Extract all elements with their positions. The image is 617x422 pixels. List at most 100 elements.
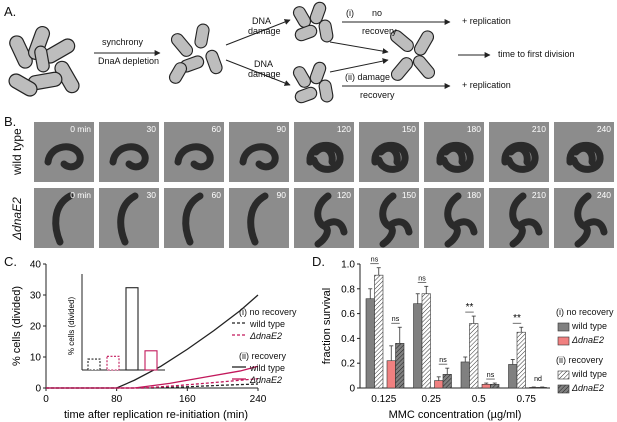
timelapse-frame-wt: 0 min — [34, 122, 94, 182]
cell-image-icon — [436, 141, 474, 173]
timelapse-frame-wt: 90 — [229, 122, 289, 182]
timelapse-frame-wt: 30 — [99, 122, 159, 182]
significance-label: ns — [392, 316, 400, 323]
y-tick-label: 0.4 — [341, 334, 355, 345]
cell-image-icon — [44, 143, 84, 171]
timelapse-frame-dnae2: 210 — [489, 188, 549, 248]
timelapse-frame-dnae2: 60 — [164, 188, 224, 248]
frame-time-label: 90 — [276, 124, 286, 134]
c-legend-wt-2: wild type — [250, 363, 286, 373]
panel-c-letter: C. — [4, 254, 17, 269]
panel-b-letter: B. — [4, 114, 17, 129]
y-tick-label: 0 — [349, 384, 355, 395]
cell-image-icon — [239, 143, 279, 171]
damage-recovery-label-1: (ii) damage — [345, 72, 391, 82]
timelapse-frame-dnae2: 30 — [99, 188, 159, 248]
timelapse-frame-dnae2: 0 min — [34, 188, 94, 248]
frame-time-label: 180 — [466, 190, 481, 200]
frame-time-label: 0 min — [70, 190, 91, 200]
bar — [365, 298, 375, 389]
frame-time-label: 120 — [336, 124, 351, 134]
time-to-first-division-label: time to first division — [498, 49, 575, 59]
cell-image-icon — [52, 192, 74, 246]
cell-image-icon — [182, 192, 204, 246]
timelapse-frame-dnae2: 180 — [424, 188, 484, 248]
x-axis-label: MMC concentration (µg/ml) — [389, 409, 522, 421]
y-axis-label: fraction survival — [321, 288, 333, 364]
damaged-cells-top-icon — [292, 1, 334, 43]
bar — [395, 343, 405, 389]
x-tick-label: 0.5 — [472, 394, 486, 405]
cell-image-icon — [509, 192, 543, 248]
x-tick-label: 80 — [111, 394, 123, 405]
replication-bottom-label: + replication — [462, 80, 511, 90]
frame-time-label: 150 — [401, 190, 416, 200]
inset-y-label: % cells (divided) — [67, 297, 76, 356]
legend-swatch-dnae2-hatched — [557, 384, 570, 394]
dna-damage-bottom-label-1: DNA — [254, 59, 274, 69]
frame-time-label: 180 — [466, 124, 481, 134]
cell-image-icon — [109, 143, 149, 171]
row-label-dnae2: ΔdnaE2 — [10, 197, 24, 240]
y-tick-label: 0 — [35, 384, 41, 395]
cell-image-icon — [566, 141, 604, 173]
cell-image-icon — [306, 141, 344, 173]
x-tick-label: 240 — [250, 394, 267, 405]
inset-bar — [144, 350, 158, 371]
cell-cluster-icon — [8, 26, 80, 97]
frame-time-label: 210 — [531, 190, 546, 200]
y-tick-label: 40 — [30, 260, 42, 271]
cell-image-icon — [371, 141, 409, 173]
replication-top-label: + replication — [462, 16, 511, 26]
frame-time-label: 120 — [336, 190, 351, 200]
bar — [508, 364, 518, 389]
cell-image-icon — [444, 192, 478, 248]
d-legend-wt-1: wild type — [572, 321, 608, 331]
y-axis-label: % cells (divided) — [11, 286, 23, 366]
c-legend-recovery: (ii) recovery — [239, 351, 287, 361]
inset-bar — [106, 355, 120, 371]
cell-image-icon — [574, 192, 608, 248]
significance-label: ** — [466, 302, 474, 313]
y-tick-label: 0.2 — [341, 359, 355, 370]
inset-bar — [87, 358, 101, 371]
bar — [442, 374, 452, 389]
frame-time-label: 30 — [146, 190, 156, 200]
significance-label: ns — [439, 357, 447, 364]
frame-time-label: 240 — [596, 190, 611, 200]
bar — [516, 331, 526, 389]
timelapse-frame-dnae2: 120 — [294, 188, 354, 248]
cell-image-icon — [174, 143, 214, 171]
damaged-cells-bottom-icon — [292, 61, 334, 104]
y-tick-label: 0.8 — [341, 284, 355, 295]
dnaa-depletion-label: DnaA depletion — [98, 56, 160, 66]
bar — [413, 303, 423, 389]
timelapse-frame-dnae2: 90 — [229, 188, 289, 248]
no-recovery-label-1: no — [372, 8, 383, 18]
frame-time-label: 240 — [596, 124, 611, 134]
bar — [460, 361, 470, 389]
significance-label: ns — [371, 257, 379, 264]
d-legend-dnae2-2: ΔdnaE2 — [572, 383, 605, 393]
cell-image-icon — [117, 192, 139, 246]
d-legend-swatches — [557, 322, 570, 394]
dna-damage-top-label-2: damage — [248, 26, 281, 36]
y-tick-label: 1.0 — [341, 260, 355, 271]
timelapse-frame-wt: 210 — [489, 122, 549, 182]
c-legend-dnae2-1: ΔdnaE2 — [250, 331, 283, 341]
series-line — [46, 365, 259, 389]
y-tick-label: 0.6 — [341, 309, 355, 320]
frame-time-label: 60 — [211, 124, 221, 134]
frame-time-label: 60 — [211, 190, 221, 200]
frame-time-label: 210 — [531, 124, 546, 134]
bar — [529, 387, 539, 389]
bar — [481, 383, 491, 389]
frame-time-label: 30 — [146, 124, 156, 134]
series-line — [46, 294, 259, 389]
significance-label: ns — [418, 275, 426, 282]
bar — [469, 323, 479, 389]
bar — [537, 387, 547, 389]
bar — [386, 360, 396, 389]
dna-damage-top-label-1: DNA — [252, 16, 272, 26]
timelapse-frame-wt: 60 — [164, 122, 224, 182]
